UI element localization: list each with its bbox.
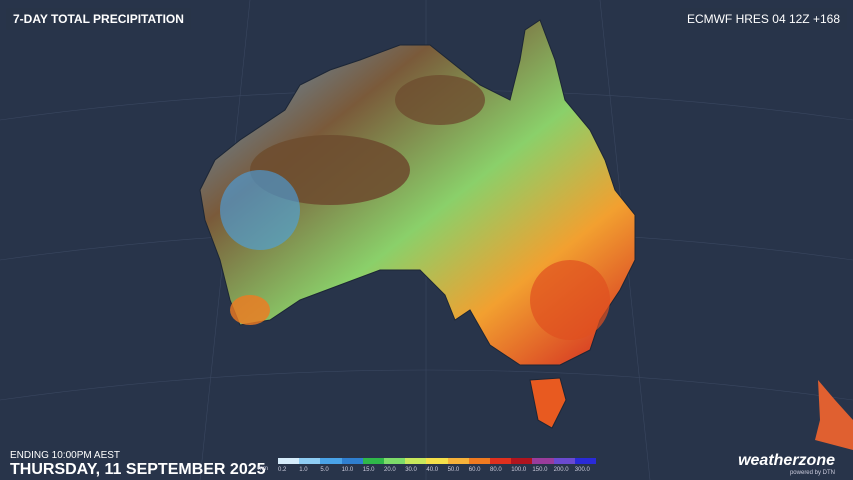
- dry-area: [395, 75, 485, 125]
- new-zealand: [815, 380, 853, 450]
- rain-area: [220, 170, 300, 250]
- legend-swatch: [299, 458, 321, 464]
- date-text: THURSDAY, 11 SEPTEMBER 2025: [10, 461, 266, 478]
- brand: weatherzone: [738, 452, 835, 469]
- legend-label: 0.2: [278, 467, 287, 473]
- legend-label: 300.0: [574, 467, 590, 473]
- legend-unit: mm: [258, 466, 268, 472]
- map-title: 7-DAY TOTAL PRECIPITATION: [6, 8, 191, 30]
- rain-area: [230, 295, 270, 325]
- model-label: ECMWF HRES 04 12Z +168: [679, 8, 847, 30]
- legend-swatch: [553, 458, 575, 464]
- legend-swatch: [278, 458, 300, 464]
- legend-label: 100.0: [511, 467, 527, 473]
- legend-swatch: [341, 458, 363, 464]
- legend-label: 60.0: [468, 467, 481, 473]
- legend-label: 150.0: [532, 467, 548, 473]
- legend-label: 50.0: [447, 467, 460, 473]
- legend: 0.2 1.0 5.0 10.0 15.0 20.0 30.0 40.0 50.0 60.0 80.…: [278, 458, 596, 478]
- legend-swatch: [574, 458, 596, 464]
- rain-area: [530, 260, 610, 340]
- legend-swatch: [490, 458, 512, 464]
- brand-tagline: powered by DTN: [789, 470, 835, 476]
- legend-label: 30.0: [405, 467, 417, 473]
- legend-swatch: [320, 458, 342, 464]
- legend-label: 40.0: [426, 467, 439, 473]
- legend-swatch: [362, 458, 384, 464]
- legend-label: 20.0: [384, 467, 396, 473]
- legend-swatch: [426, 458, 448, 464]
- ending-text: ENDING 10:00PM AEST: [10, 450, 121, 461]
- legend-label: 5.0: [320, 467, 329, 473]
- australia: [199, 19, 636, 366]
- legend-swatch: [511, 458, 533, 464]
- legend-swatch: [447, 458, 469, 464]
- legend-label: 80.0: [490, 467, 502, 473]
- legend-swatch: [532, 458, 554, 464]
- legend-swatch: [405, 458, 427, 464]
- legend-label: 200.0: [553, 467, 569, 473]
- legend-swatch: [468, 458, 490, 464]
- legend-label: 15.0: [362, 467, 375, 473]
- legend-label: 10.0: [341, 467, 354, 473]
- legend-label: 1.0: [299, 467, 308, 473]
- legend-swatch: [384, 458, 406, 464]
- tasmania: [529, 377, 567, 429]
